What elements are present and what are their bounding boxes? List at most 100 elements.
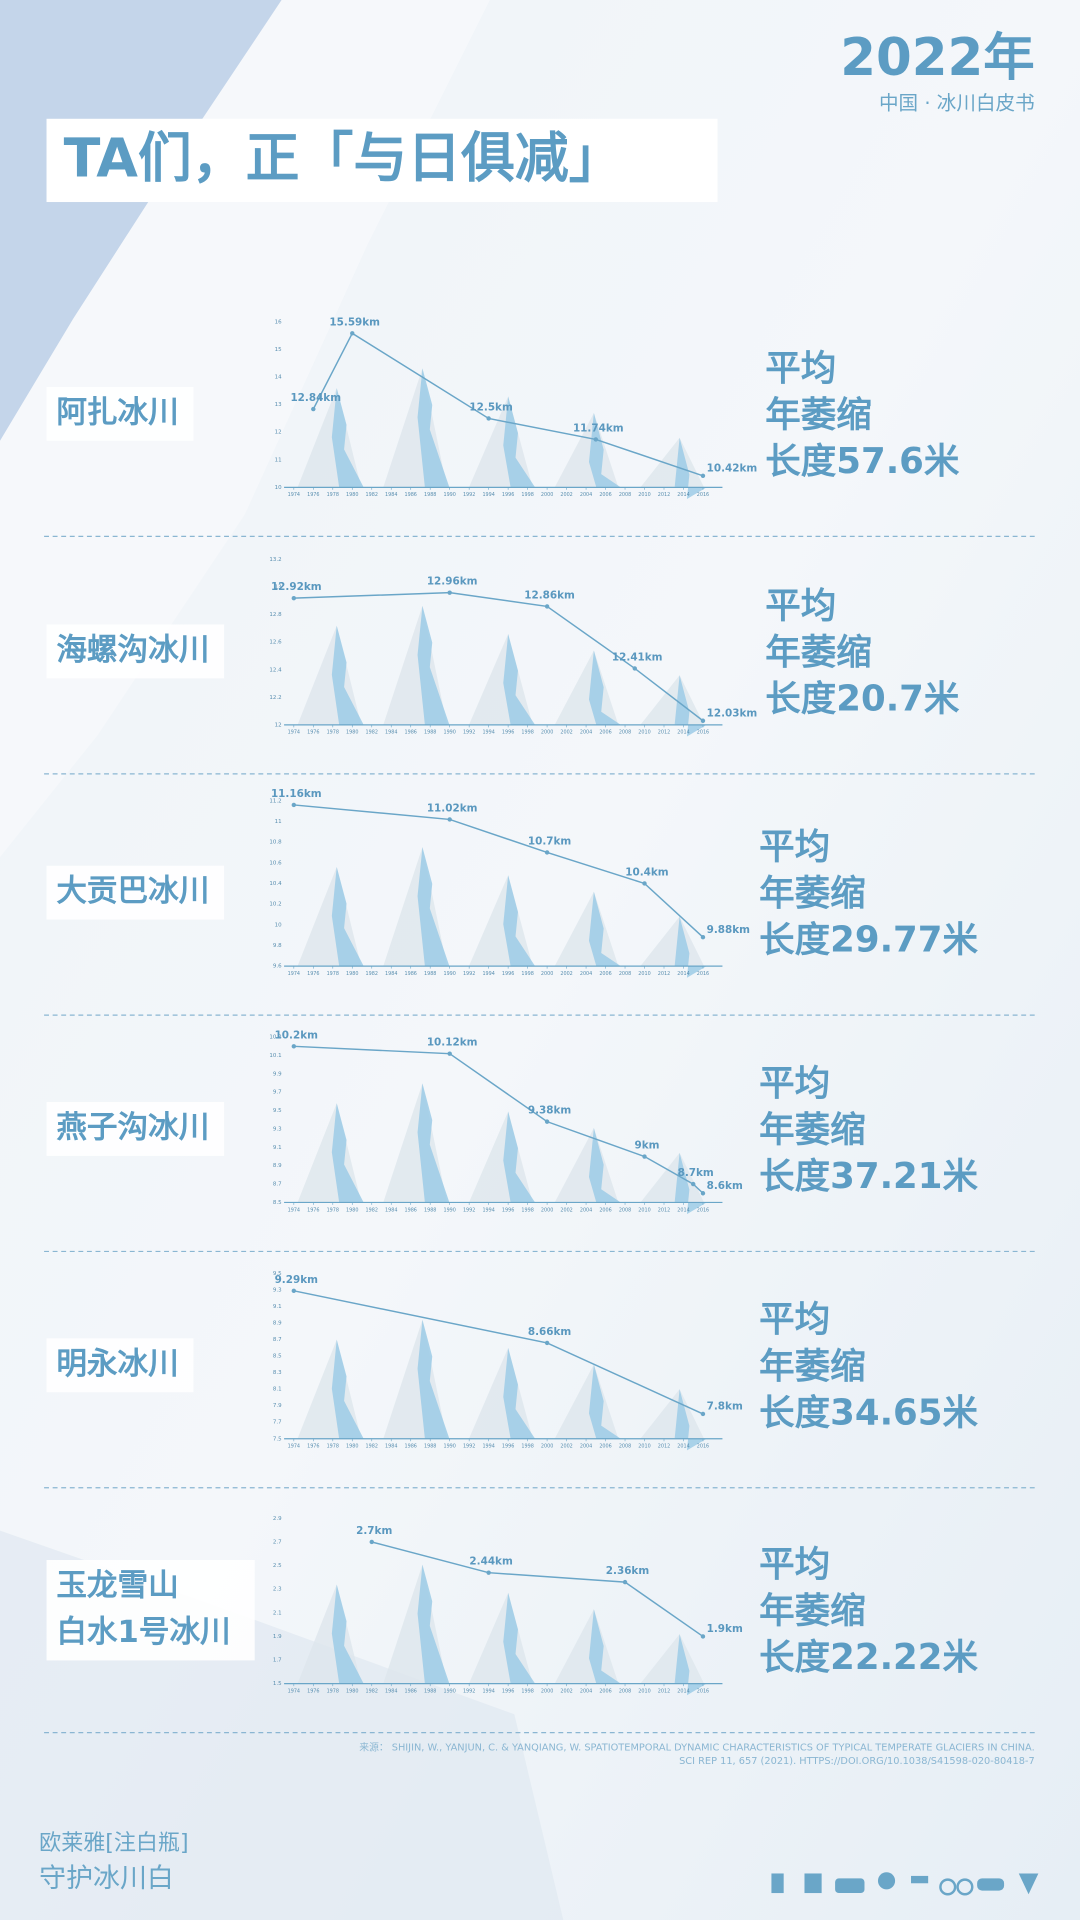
x-tick-label: 2014	[677, 1444, 689, 1450]
x-tick-label: 1984	[385, 1444, 397, 1450]
x-tick-label: 2010	[638, 1444, 650, 1450]
y-tick-label: 9.3	[273, 1126, 282, 1132]
x-tick-label: 1978	[327, 730, 339, 736]
glacier-name: 大贡巴冰川	[56, 874, 209, 909]
x-tick-label: 1992	[463, 492, 475, 498]
y-tick-label: 9.6	[273, 964, 282, 970]
glacier-name: 玉龙雪山	[56, 1568, 178, 1603]
glacier-shape	[503, 1347, 536, 1439]
y-tick-label: 9.1	[273, 1304, 282, 1310]
y-tick-label: 12.8	[269, 612, 282, 618]
x-tick-label: 2002	[560, 1689, 572, 1695]
data-label: 15.59km	[329, 316, 380, 328]
glacier-shape	[588, 1128, 621, 1203]
x-tick-label: 1976	[307, 971, 319, 977]
y-tick-label: 2.3	[273, 1587, 282, 1593]
data-label: 7.8km	[707, 1401, 743, 1413]
glacier-shape	[417, 368, 450, 488]
x-tick-label: 1978	[327, 492, 339, 498]
glacier-shape	[503, 1111, 536, 1203]
y-tick-label: 8.9	[273, 1163, 282, 1169]
x-tick-label: 1986	[405, 971, 417, 977]
y-tick-label: 9.7	[273, 1090, 282, 1096]
y-tick-label: 8.5	[273, 1200, 282, 1206]
data-label: 12.96km	[427, 576, 478, 588]
x-tick-label: 1998	[521, 1444, 533, 1450]
brand: 守护冰川白	[39, 1863, 174, 1894]
x-tick-label: 2016	[697, 492, 709, 498]
x-tick-label: 1996	[502, 1689, 514, 1695]
x-tick-label: 1998	[521, 1689, 533, 1695]
annotation: 平均	[759, 1299, 830, 1340]
x-tick-label: 2004	[580, 492, 592, 498]
point	[544, 1340, 550, 1346]
point	[700, 473, 706, 478]
x-tick-label: 1984	[385, 971, 397, 977]
x-tick-label: 1994	[482, 971, 494, 977]
glacier-shape	[417, 1083, 450, 1203]
x-tick-label: 1982	[366, 1207, 378, 1213]
data-label: 12.84km	[290, 392, 341, 404]
glacier-name: 阿扎冰川	[56, 395, 178, 430]
x-tick-label: 1992	[463, 1207, 475, 1213]
x-tick-label: 2000	[541, 492, 553, 498]
x-tick-label: 1980	[346, 1207, 358, 1213]
x-tick-label: 1974	[288, 730, 300, 736]
x-tick-label: 2012	[658, 1207, 670, 1213]
x-tick-label: 1994	[482, 1207, 494, 1213]
y-tick-label: 16	[275, 320, 282, 326]
glacier-shape	[503, 633, 536, 725]
point	[291, 595, 297, 601]
data-label: 9.38km	[528, 1105, 571, 1117]
x-tick-label: 2016	[697, 971, 709, 977]
x-tick-label: 1980	[346, 971, 358, 977]
y-tick-label: 8.7	[273, 1182, 282, 1188]
x-tick-label: 1992	[463, 730, 475, 736]
glacier-name: 白水1号冰川	[56, 1615, 230, 1650]
y-tick-label: 9.8	[273, 943, 282, 949]
y-tick-label: 13.2	[269, 557, 281, 563]
x-tick-label: 2002	[560, 1207, 572, 1213]
name-box	[46, 1338, 194, 1393]
x-tick-label: 1994	[482, 1444, 494, 1450]
y-tick-label: 2.1	[273, 1610, 282, 1616]
point	[700, 1634, 706, 1639]
x-tick-label: 2002	[560, 971, 572, 977]
annotation: 长度20.7米	[765, 678, 960, 719]
x-tick-label: 2002	[560, 1444, 572, 1450]
data-label: 10.4km	[625, 866, 668, 878]
x-tick-label: 2004	[580, 971, 592, 977]
glacier-shape	[417, 847, 450, 967]
x-tick-label: 1996	[502, 730, 514, 736]
y-tick-label: 9.5	[273, 1271, 282, 1277]
data-label: 8.66km	[528, 1326, 571, 1338]
x-tick-label: 2000	[541, 1207, 553, 1213]
name-box	[46, 1102, 225, 1156]
x-tick-label: 1998	[521, 971, 533, 977]
data-label: 8.6km	[707, 1180, 743, 1192]
title-box	[46, 118, 718, 203]
x-tick-label: 1994	[482, 492, 494, 498]
x-tick-label: 1996	[502, 1207, 514, 1213]
point	[447, 1051, 452, 1056]
x-tick-label: 1982	[366, 1444, 378, 1450]
y-tick-label: 1.9	[273, 1634, 282, 1640]
point	[544, 604, 550, 609]
data-label: 9.29km	[275, 1274, 318, 1286]
annotation: 平均	[759, 1063, 830, 1104]
x-tick-label: 2008	[619, 1444, 631, 1450]
y-tick-label: 15	[275, 347, 282, 353]
x-tick-label: 1988	[424, 730, 436, 736]
y-tick-label: 1.7	[273, 1658, 282, 1664]
y-tick-label: 1.5	[273, 1681, 282, 1687]
x-tick-label: 2006	[599, 1444, 611, 1450]
data-label: 12.03km	[707, 707, 758, 719]
x-tick-label: 2010	[638, 1689, 650, 1695]
annotation: 长度29.77米	[759, 920, 978, 961]
glacier-shape	[554, 1609, 619, 1684]
x-tick-label: 1976	[307, 1444, 319, 1450]
x-tick-label: 2008	[619, 971, 631, 977]
x-tick-label: 1982	[366, 971, 378, 977]
y-tick-label: 13	[275, 585, 282, 591]
glacier-shape	[554, 1364, 619, 1439]
